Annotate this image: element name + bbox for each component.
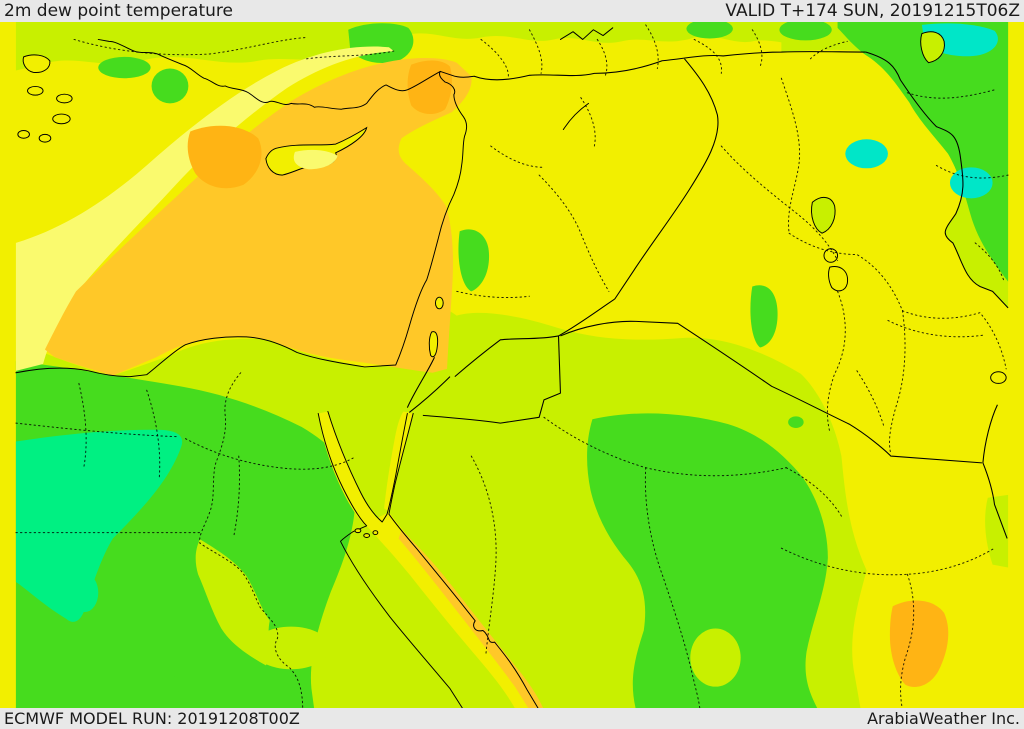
map-title: 2m dew point temperature: [4, 0, 233, 21]
weather-map: [0, 22, 1024, 708]
footer-bar: ECMWF MODEL RUN: 20191208T00Z ArabiaWeat…: [0, 708, 1024, 729]
filled-contours: [15, 22, 1009, 708]
lakes: [428, 27, 1007, 384]
country-borders: [406, 51, 1009, 539]
header-bar: 2m dew point temperature VALID T+174 SUN…: [0, 0, 1024, 22]
dead-sea: [428, 331, 439, 358]
admin-boundaries: [15, 24, 1009, 708]
model-run-label: ECMWF MODEL RUN: 20191208T00Z: [4, 708, 300, 728]
red-sea: [317, 411, 544, 708]
coastlines: [15, 38, 475, 378]
dewpoint-contour-map: [15, 22, 1009, 708]
brand-label: ArabiaWeather Inc.: [867, 708, 1020, 728]
sea-of-galilee: [434, 296, 444, 310]
lake-van: [811, 197, 836, 234]
valid-time-label: VALID T+174 SUN, 20191215T06Z: [725, 0, 1020, 21]
lake-urmia: [920, 31, 945, 64]
